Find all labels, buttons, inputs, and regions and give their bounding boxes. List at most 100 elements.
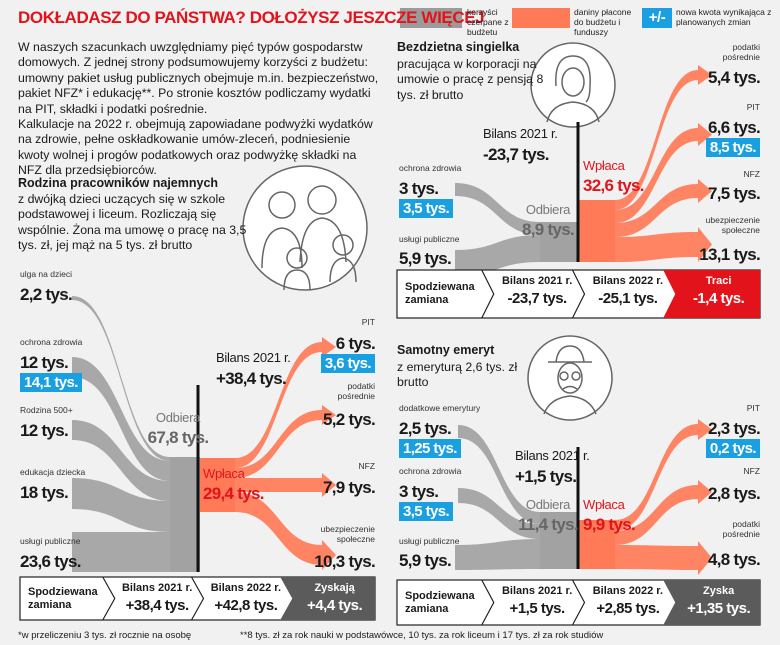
benefit-label: edukacja dziecka (20, 467, 86, 477)
family-icon (242, 165, 368, 291)
summary-cell-label: Bilans 2021 r. (501, 275, 573, 287)
payment-value: 2,3 tys. (707, 419, 761, 438)
payment-label: NFZ (743, 169, 760, 179)
balance-value: +1,5 tys. (515, 467, 577, 486)
summary-result-value: +4,4 tys. (307, 597, 363, 614)
footnote: **8 tys. zł za rok nauki w podstawówce, … (240, 630, 604, 641)
benefit-value: 3 tys. (399, 482, 439, 501)
summary-chevron (102, 576, 116, 621)
receives-label: Odbiera (525, 497, 571, 512)
summary-result-label: Zyskają (314, 582, 355, 594)
payment-value: 4,8 tys. (707, 550, 761, 569)
summary-label: Spodziewana zamiana (405, 281, 475, 306)
summary-chevron (190, 576, 205, 621)
summary-result-label: Zyska (703, 585, 735, 597)
pays-label: Wpłaca (583, 158, 625, 173)
benefit-value: 5,9 tys. (399, 249, 452, 268)
summary-chevron (481, 579, 495, 626)
benefit-label: ochrona zdrowia (20, 337, 83, 347)
legend-label: nowa kwota wynikająca z planowanych zmia… (676, 7, 772, 27)
summary-chevron (481, 269, 495, 319)
benefit-label: Rodzina 500+ (20, 405, 73, 415)
pays-value: 29,4 tys. (203, 484, 265, 503)
payment-label: ubezpieczenie społeczne (320, 524, 375, 544)
receives-block (170, 457, 200, 572)
benefit-label: ulga na dzieci (20, 269, 72, 279)
payment-value: 2,8 tys. (707, 484, 761, 503)
benefit-flow (72, 532, 170, 572)
payment-value: 10,3 tys. (314, 552, 376, 571)
summary-cell-value: +2,85 tys. (596, 600, 660, 617)
summary-label: Spodziewana zamiana (28, 585, 98, 611)
benefit-new-value: 3,5 tys. (399, 199, 454, 218)
payment-label: podatki pośrednie (722, 519, 760, 539)
benefit-new-value: 14,1 tys. (20, 373, 82, 392)
benefit-value: 2,5 tys. (399, 419, 452, 438)
receives-label: Odbiera (525, 202, 571, 217)
summary-result-box (663, 270, 760, 318)
balance-label: Bilans 2021 r. (216, 350, 291, 365)
panel-description: z dwójką dzieci uczących się w szkole po… (18, 192, 247, 253)
payment-flow (615, 179, 712, 237)
legend-swatch (512, 8, 570, 28)
payment-flow (235, 405, 336, 478)
payment-value: 13,1 tys. (699, 245, 761, 264)
benefit-label: usługi publiczne (399, 234, 460, 244)
pays-value: 32,6 tys. (583, 176, 645, 195)
panel-description: z emeryturą 2,6 tys. zł brutto (397, 360, 518, 390)
payment-flow (615, 480, 712, 545)
payment-value: 5,4 tys. (707, 68, 761, 87)
senior-icon (527, 335, 613, 421)
summary-cell-value: -25,1 tys. (598, 290, 658, 307)
benefit-flow (458, 425, 540, 524)
payment-flow (615, 419, 712, 531)
balance-label: Bilans 2021 r. (483, 126, 558, 141)
payment-value: 7,5 tys. (707, 184, 761, 203)
payment-label: NFZ (358, 461, 375, 471)
summary-label: Spodziewana zamiana (405, 589, 475, 615)
pays-value: 9,9 tys. (583, 515, 636, 534)
benefit-label: usługi publiczne (399, 536, 460, 546)
summary-cell-label: Bilans 2021 r. (501, 585, 573, 597)
summary-cell-label: Bilans 2021 r. (121, 582, 193, 594)
benefit-value: 12 tys. (20, 353, 69, 372)
benefit-value: 23,6 tys. (20, 552, 82, 571)
legend-swatch (642, 8, 672, 28)
summary-result-box (663, 580, 760, 625)
payment-label: PIT (746, 403, 760, 413)
pays-label: Wpłaca (583, 497, 625, 512)
payment-value: 7,9 tys. (322, 478, 376, 497)
summary-cell-label: Bilans 2022 r. (592, 275, 664, 287)
panel-title: Samotny emeryt (397, 343, 495, 357)
summary-cell-label: Bilans 2022 r. (210, 582, 282, 594)
payment-new-value: 0,2 tys. (705, 439, 760, 458)
payment-value: 6,6 tys. (707, 118, 761, 137)
summary-result-value: -1,4 tys. (692, 290, 745, 307)
payment-flow (615, 541, 712, 575)
benefit-flow (72, 296, 170, 461)
legend-label: daniny płacone do budżetu i funduszy (574, 7, 632, 37)
payment-label: podatki pośrednie (337, 381, 375, 401)
summary-cell-label: Bilans 2022 r. (592, 585, 664, 597)
payment-label: PIT (746, 102, 760, 112)
benefit-flow (458, 488, 540, 539)
receives-value: 11,4 tys. (518, 515, 579, 534)
benefit-flow (455, 235, 540, 276)
payment-label: podatki pośrednie (722, 42, 760, 62)
pays-label: Wpłaca (203, 466, 245, 481)
benefit-flow (72, 420, 170, 501)
payment-new-value: 8,5 tys. (705, 138, 760, 157)
receives-value: 8,9 tys. (521, 220, 575, 239)
balance-value: +38,4 tys. (216, 369, 287, 388)
summary-cell-value: +42,8 tys. (214, 597, 278, 614)
legend-symbol: +/- (648, 9, 666, 26)
benefit-value: 12 tys. (20, 421, 69, 440)
intro-text: W naszych szacunkach uwzględniamy pięć t… (18, 40, 379, 116)
legend-label: korzyści czerpane z budżetu (467, 7, 509, 37)
payment-label: PIT (361, 317, 375, 327)
panel-description: pracująca w korporacji na umowie o pracę… (397, 57, 544, 102)
payment-flow (615, 227, 712, 262)
benefit-label: ochrona zdrowia (399, 163, 462, 173)
payment-flow (235, 473, 336, 497)
